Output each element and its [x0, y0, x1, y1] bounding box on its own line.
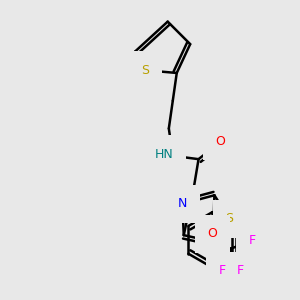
Text: O: O	[208, 227, 217, 240]
Text: N: N	[178, 197, 187, 210]
Text: HN: HN	[154, 148, 173, 161]
Text: S: S	[225, 212, 233, 225]
Text: F: F	[237, 264, 244, 277]
Text: S: S	[141, 64, 149, 77]
Text: F: F	[248, 234, 256, 247]
Text: F: F	[219, 264, 226, 277]
Text: O: O	[215, 135, 225, 148]
